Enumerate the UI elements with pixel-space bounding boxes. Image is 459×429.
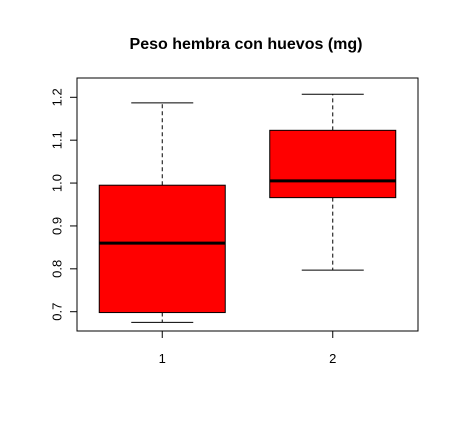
plot-frame xyxy=(76,77,419,332)
box-group-1 xyxy=(98,102,226,323)
y-tick-label-0: 0.7 xyxy=(50,303,65,321)
box-group-2 xyxy=(269,93,397,271)
box-2 xyxy=(269,129,397,199)
x-tick-label-0: 1 xyxy=(159,351,166,366)
y-tick-label-3: 1.0 xyxy=(50,174,65,192)
x-tick-label-1: 2 xyxy=(329,351,336,366)
box-1 xyxy=(98,184,226,314)
boxes xyxy=(98,93,397,323)
y-tick-label-2: 0.9 xyxy=(50,217,65,235)
y-tick-label-1: 0.8 xyxy=(50,260,65,278)
y-axis: 0.7 0.8 0.9 1.0 1.1 1.2 xyxy=(50,88,77,321)
y-tick-label-4: 1.1 xyxy=(50,131,65,149)
chart-title: Peso hembra con huevos (mg) xyxy=(130,36,363,53)
y-tick-label-5: 1.2 xyxy=(50,88,65,106)
